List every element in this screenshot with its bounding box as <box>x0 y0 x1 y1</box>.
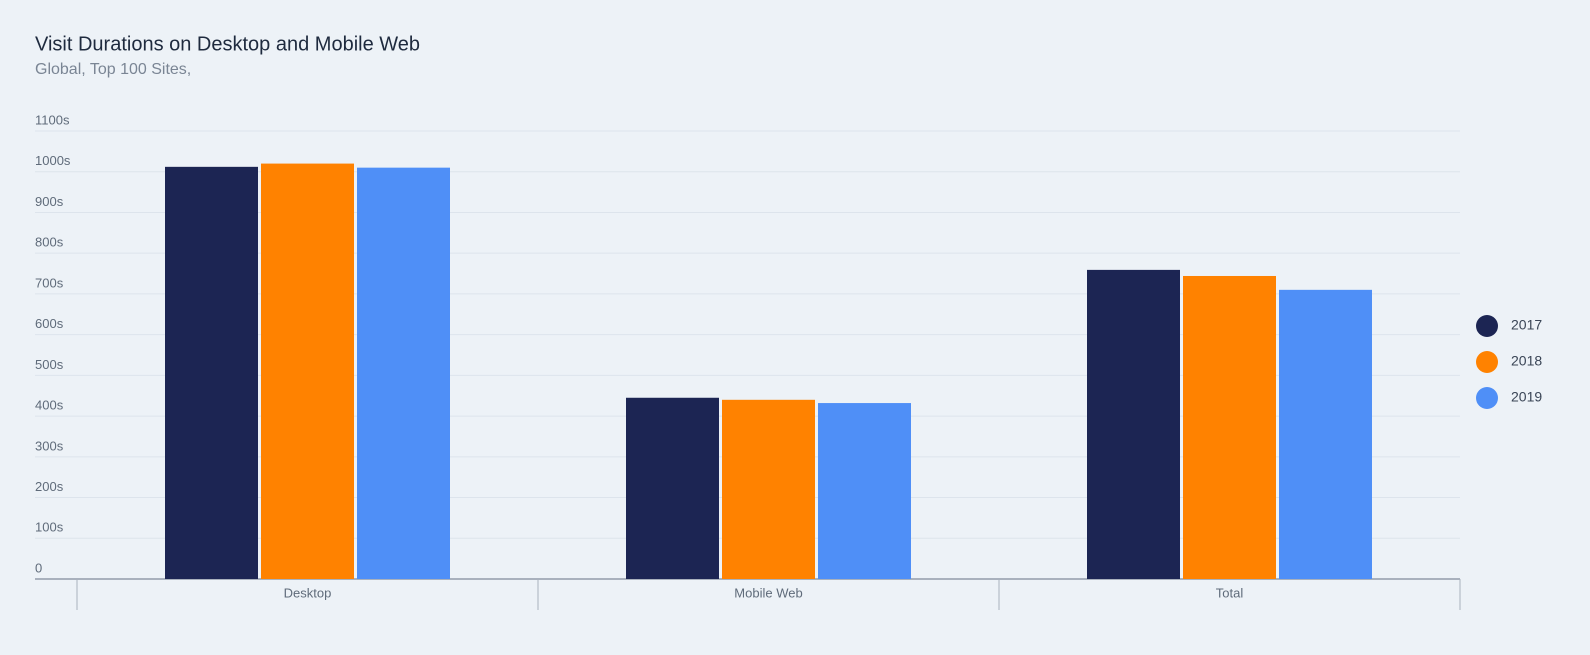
y-tick-label: 0 <box>35 560 42 575</box>
bar <box>261 163 354 579</box>
y-tick-label: 200s <box>35 479 64 494</box>
y-tick-label: 600s <box>35 316 64 331</box>
y-tick-label: 800s <box>35 235 64 250</box>
y-tick-label: 400s <box>35 398 64 413</box>
bar <box>165 166 258 579</box>
bar <box>357 167 450 579</box>
y-tick-label: 1100s <box>35 112 70 127</box>
legend-label: 2019 <box>1511 389 1542 405</box>
y-tick-label: 900s <box>35 194 64 209</box>
legend-swatch <box>1476 351 1498 373</box>
legend-swatch <box>1476 315 1498 337</box>
x-tick-label: Desktop <box>284 585 332 600</box>
y-tick-label: 500s <box>35 357 64 372</box>
bar <box>1279 289 1372 579</box>
bar <box>1087 269 1180 579</box>
legend-label: 2017 <box>1511 317 1542 333</box>
y-tick-label: 300s <box>35 438 64 453</box>
legend-label: 2018 <box>1511 353 1542 369</box>
x-tick-label: Total <box>1216 585 1244 600</box>
y-tick-label: 1000s <box>35 153 71 168</box>
legend-swatch <box>1476 387 1498 409</box>
chart-title: Visit Durations on Desktop and Mobile We… <box>35 33 420 55</box>
y-tick-label: 100s <box>35 520 64 535</box>
chart-subtitle: Global, Top 100 Sites, <box>35 61 191 78</box>
x-tick-label: Mobile Web <box>734 585 802 600</box>
bar <box>722 399 815 579</box>
bar <box>1183 275 1276 579</box>
bar <box>626 397 719 579</box>
bar <box>818 403 911 579</box>
y-tick-label: 700s <box>35 275 64 290</box>
